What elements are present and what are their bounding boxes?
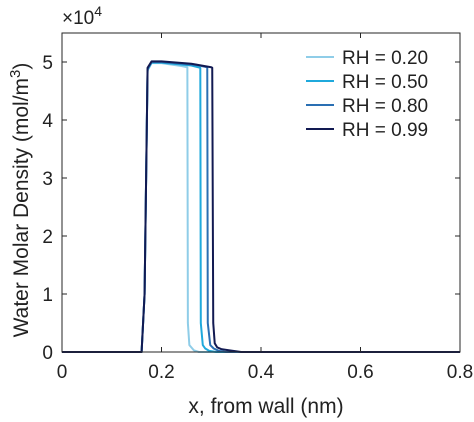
y-tick-label: 1 [42,285,53,306]
y-axis-label-close: ) [10,63,33,70]
x-tick-label: 0.2 [148,362,174,383]
y-tick-label: 5 [42,53,53,74]
x-tick-label: 0 [57,362,68,383]
legend-label-2: RH = 0.50 [342,72,428,93]
series-line-4 [62,60,460,353]
legend-label-3: RH = 0.80 [342,96,428,117]
y-axis-exponent-power: 4 [94,3,102,19]
x-tick-label: 0.6 [347,362,373,383]
y-tick-label: 3 [42,169,53,190]
tick-layer: 0 0.2 0.4 0.6 0.8 0 1 2 3 4 5 [42,33,473,383]
y-axis-label-sup: 3 [7,70,24,78]
series-layer [62,60,460,353]
x-axis-label: x, from wall (nm) [188,395,343,418]
legend-label-4: RH = 0.99 [342,120,428,141]
y-axis-label: Water Molar Density (mol/m3) [7,63,33,338]
legend-label-1: RH = 0.20 [342,48,428,69]
y-tick-label: 2 [42,227,53,248]
x-tick-label: 0.8 [447,362,473,383]
y-axis-exponent: ×104 [62,3,102,29]
x-tick-label: 0.4 [248,362,275,383]
y-axis-label-main: Water Molar Density (mol/m [10,78,33,337]
legend: RH = 0.20 RH = 0.50 RH = 0.80 RH = 0.99 [298,42,448,148]
y-tick-label: 0 [42,343,53,364]
legend-box [298,42,448,148]
y-tick-label: 4 [42,111,53,132]
y-axis-exponent-base: ×10 [62,8,94,29]
